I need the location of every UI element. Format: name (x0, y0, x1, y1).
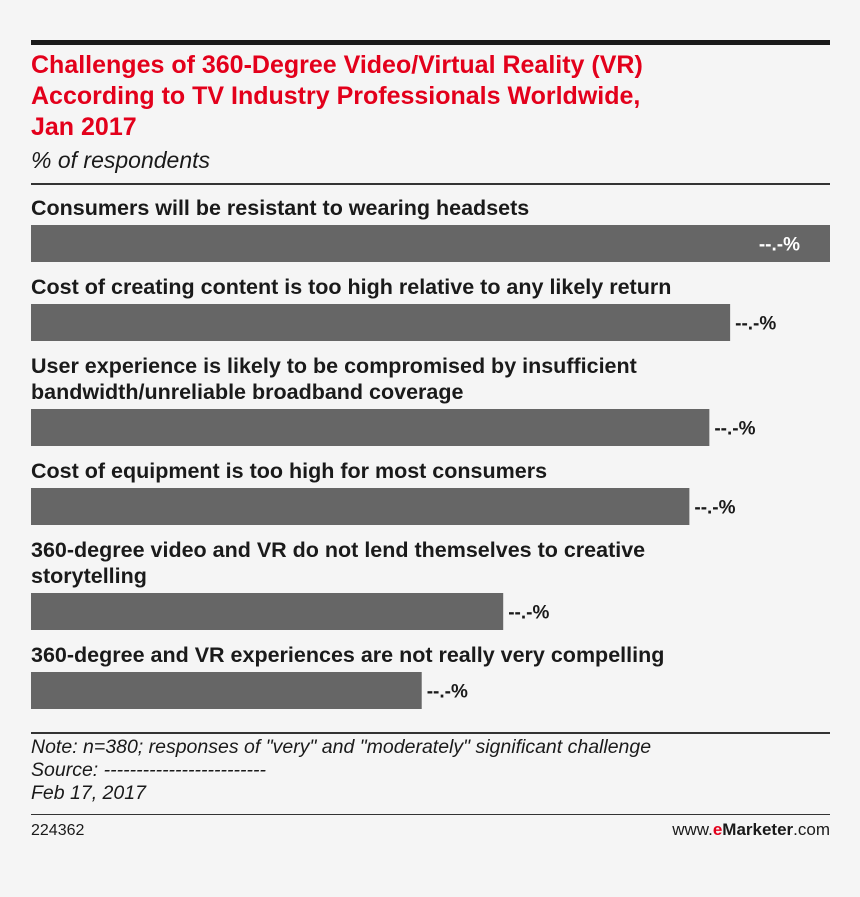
brand-suffix: .com (793, 820, 830, 839)
category-label: Cost of equipment is too high for most c… (31, 459, 547, 483)
top-rule (31, 40, 830, 45)
chart-subtitle: % of respondents (31, 147, 211, 173)
header-divider (31, 183, 830, 185)
date-text: Feb 17, 2017 (31, 782, 146, 804)
chart-title: Challenges of 360-Degree Video/Virtual R… (31, 50, 831, 143)
chart-title-line-1: Challenges of 360-Degree Video/Virtual R… (31, 51, 643, 79)
category-label: 360-degree video and VR do not lend them… (31, 538, 645, 562)
bar (31, 225, 830, 262)
chart-title-line-3: Jan 2017 (31, 113, 137, 141)
bar-chart: Consumers will be resistant to wearing h… (31, 196, 830, 709)
brand-link[interactable]: www.eMarketer.com (672, 820, 830, 840)
data-label: --.-% (508, 603, 549, 624)
category-label: 360-degree and VR experiences are not re… (31, 643, 664, 667)
data-label: --.-% (759, 235, 800, 256)
category-label: User experience is likely to be compromi… (31, 354, 637, 378)
bar (31, 593, 504, 630)
data-label: --.-% (427, 682, 468, 703)
data-label: --.-% (694, 498, 735, 519)
bar (31, 304, 731, 341)
category-label: Consumers will be resistant to wearing h… (31, 196, 529, 220)
bottom-divider (31, 814, 830, 815)
note-text: Note: n=380; responses of "very" and "mo… (31, 736, 652, 758)
source-text: Source: ------------------------- (31, 759, 266, 781)
data-label: --.-% (714, 419, 755, 440)
brand-e: e (712, 820, 723, 839)
brand-prefix: www. (672, 820, 713, 839)
category-label: bandwidth/unreliable broadband coverage (31, 380, 463, 404)
category-label: Cost of creating content is too high rel… (31, 275, 671, 299)
category-label: storytelling (31, 564, 147, 588)
brand-name: Marketer (722, 820, 794, 839)
footer-divider (31, 732, 830, 734)
data-label: --.-% (735, 314, 776, 335)
bar (31, 409, 710, 446)
bar (31, 488, 690, 525)
chart-notes: Note: n=380; responses of "very" and "mo… (31, 736, 651, 805)
bar (31, 672, 422, 709)
chart-title-line-2: According to TV Industry Professionals W… (31, 82, 641, 110)
chart-id: 224362 (31, 822, 85, 839)
